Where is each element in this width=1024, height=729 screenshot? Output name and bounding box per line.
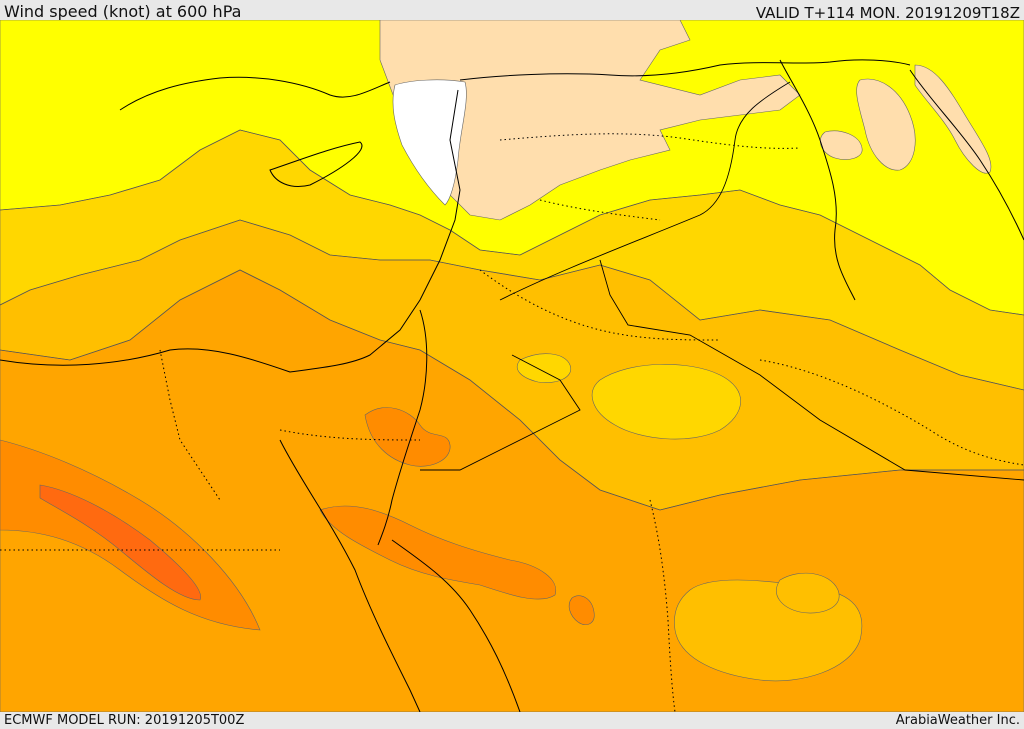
coastlines [0, 59, 1024, 712]
band-very-strong-2 [319, 505, 557, 600]
header-bar [0, 0, 1024, 20]
footer-bar [0, 712, 1024, 729]
map-canvas [0, 20, 1024, 712]
band-very-light-patch [820, 130, 863, 160]
band-calm [392, 79, 467, 206]
boundary-lines [420, 81, 1024, 481]
band-max [39, 484, 201, 601]
valid-time: VALID T+114 MON. 20191209T18Z [755, 4, 1020, 22]
band-very-strong-4 [568, 595, 595, 625]
band-very-light-east [856, 78, 916, 171]
band-very-light-east2 [914, 64, 992, 174]
band-fresh-south2 [776, 572, 840, 614]
borders [0, 133, 1024, 712]
band-moderate-patch [591, 364, 741, 440]
wind-speed-map [0, 20, 1024, 712]
map-title: Wind speed (knot) at 600 hPa [4, 2, 242, 21]
contour-lines [0, 129, 1024, 511]
band-very-strong-3 [364, 407, 451, 467]
band-moderate-patch2 [516, 353, 572, 383]
credit: ArabiaWeather Inc. [895, 713, 1020, 728]
model-run: ECMWF MODEL RUN: 20191205T00Z [4, 713, 245, 728]
